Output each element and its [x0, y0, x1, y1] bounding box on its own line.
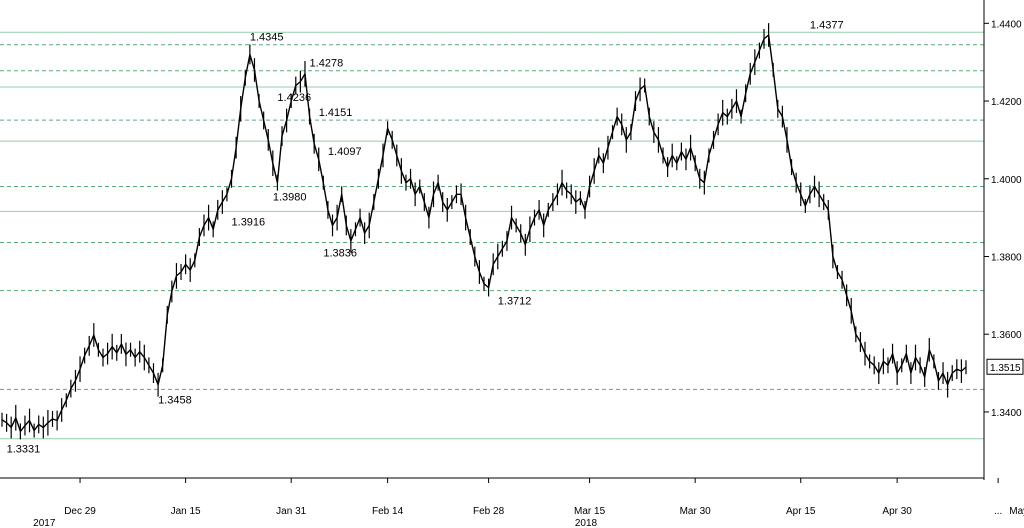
x-tick-label: Apr 15	[786, 506, 816, 517]
y-tick-label: 1.4400	[991, 19, 1022, 30]
annotation-label: 1.4151	[319, 107, 353, 119]
x-tick-label: Jan 15	[171, 506, 201, 517]
level-lines	[0, 31, 984, 440]
x-tick-label: Mar 15	[574, 506, 606, 517]
last-price-label: 1.3515	[990, 363, 1021, 374]
last-price-box	[986, 358, 1024, 375]
y-tick-label: 1.4000	[991, 175, 1022, 186]
x-tick-label: ...	[994, 506, 1002, 517]
annotation-label: 1.3980	[273, 192, 307, 204]
annotations: 1.4345 1.4278 1.4236 1.4151 1.4097 1.3980 1.39…	[7, 19, 844, 455]
y-tick-label: 1.3800	[991, 252, 1022, 263]
annotation-label: 1.4236	[277, 92, 311, 104]
x-year-label: 2018	[575, 518, 598, 528]
annotation-label: 1.4278	[310, 58, 344, 70]
x-tick-label: May 18	[1009, 506, 1024, 517]
y-axis-ticks: 1.4400 1.4200 1.4000 1.3800 1.3600 1.3400	[984, 19, 1022, 419]
series-layer	[1, 23, 967, 440]
x-axis-ticks: Dec 29 Jan 15 Jan 31 Feb 14 Feb 28 Mar 15 Mar …	[33, 478, 1024, 528]
axes	[0, 0, 985, 480]
annotation-label: 1.4097	[328, 146, 362, 158]
annotation-label: 1.3836	[323, 247, 357, 259]
annotation-label: 1.4377	[810, 19, 844, 31]
x-tick-label: Dec 29	[64, 506, 96, 517]
y-tick-label: 1.3400	[991, 408, 1022, 419]
annotation-label: 1.3331	[7, 444, 41, 456]
annotation-label: 1.3458	[158, 394, 192, 406]
x-tick-label: Mar 30	[680, 506, 712, 517]
annotation-label: 1.3916	[232, 216, 266, 228]
x-tick-label: Apr 30	[882, 506, 912, 517]
y-tick-label: 1.4200	[991, 97, 1022, 108]
annotation-label: 1.4345	[250, 32, 284, 44]
annotation-label: 1.3712	[498, 296, 532, 308]
y-tick-label: 1.3600	[991, 330, 1022, 341]
x-tick-label: Feb 14	[372, 506, 404, 517]
x-tick-label: Feb 28	[473, 506, 505, 517]
x-year-label: 2017	[33, 518, 56, 528]
price-series-line	[1, 34, 967, 433]
x-tick-label: Jan 31	[276, 506, 306, 517]
last-price-box: 1.3515	[986, 358, 1024, 375]
